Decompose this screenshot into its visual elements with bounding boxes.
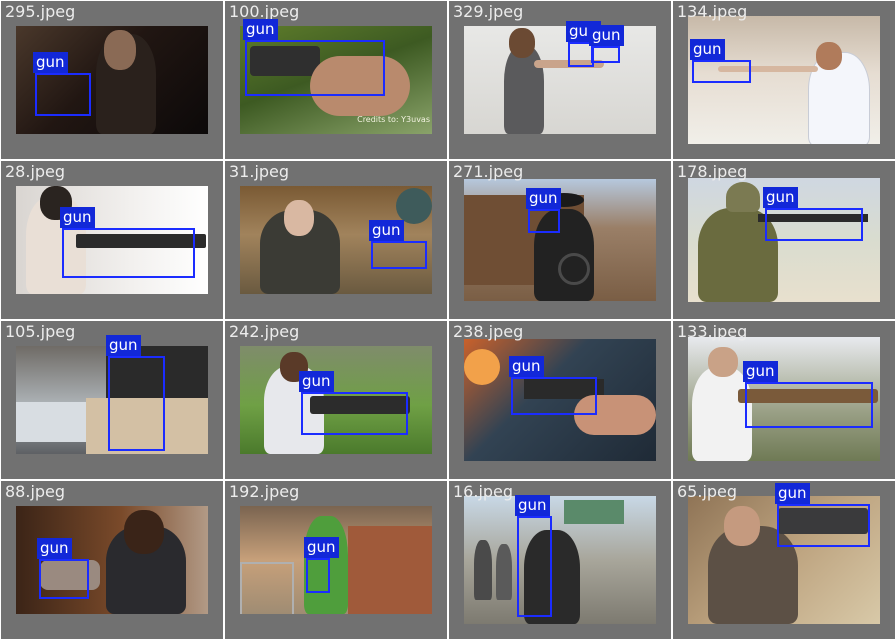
bounding-box <box>108 356 165 451</box>
bounding-box <box>568 42 594 67</box>
bounding-box <box>306 558 330 593</box>
file-name: 134.jpeg <box>677 2 748 21</box>
file-name: 88.jpeg <box>5 482 66 501</box>
detection: gun <box>589 25 624 63</box>
file-name: 100.jpeg <box>229 2 300 21</box>
detection: gun <box>299 371 408 435</box>
detection-label: gun <box>743 361 778 382</box>
detection-label: gun <box>37 538 72 559</box>
grid-cell: 88.jpeg gun <box>1 481 223 639</box>
detection-label: gun <box>304 537 339 558</box>
file-name: 65.jpeg <box>677 482 738 501</box>
bounding-box <box>39 559 89 599</box>
detection-label: gun <box>106 335 141 356</box>
grid-cell: 31.jpeg gun <box>225 161 447 319</box>
file-name: 242.jpeg <box>229 322 300 341</box>
detection-label: gun <box>515 495 550 516</box>
file-name: 31.jpeg <box>229 162 290 181</box>
detection: gun <box>37 538 89 599</box>
detection-label: gun <box>763 187 798 208</box>
detection-label: gun <box>775 483 810 504</box>
photo: Credits to: Y3uvas <box>240 26 432 134</box>
photo <box>464 496 656 624</box>
bounding-box <box>528 209 560 233</box>
bounding-box <box>35 73 91 116</box>
grid-cell: 28.jpeg gun <box>1 161 223 319</box>
detection: gun <box>743 361 873 428</box>
detection-label: gun <box>243 19 278 40</box>
detection: gun <box>369 220 427 269</box>
detection: gun <box>33 52 91 116</box>
bounding-box <box>777 504 870 547</box>
grid-cell: 295.jpeg gun <box>1 1 223 159</box>
grid-cell: 238.jpeg gun <box>449 321 671 479</box>
detection-label: gun <box>526 188 561 209</box>
grid-cell: 178.jpeg gun <box>673 161 895 319</box>
grid-cell: 65.jpeg gun <box>673 481 895 639</box>
photo-caption: Credits to: Y3uvas <box>357 115 430 124</box>
file-name: 133.jpeg <box>677 322 748 341</box>
photo <box>464 179 656 301</box>
detection: gun <box>304 537 339 593</box>
bounding-box <box>371 241 427 269</box>
photo <box>240 506 432 614</box>
bounding-box <box>511 377 597 415</box>
file-name: 28.jpeg <box>5 162 66 181</box>
detection: gun <box>690 39 751 83</box>
photo <box>464 339 656 461</box>
file-name: 178.jpeg <box>677 162 748 181</box>
grid-cell: 100.jpeg Credits to: Y3uvas gun <box>225 1 447 159</box>
grid-cell: 16.jpeg gun <box>449 481 671 639</box>
detection: gun <box>526 188 561 233</box>
file-name: 16.jpeg <box>453 482 514 501</box>
detection-label: gun <box>299 371 334 392</box>
detection: gun <box>763 187 863 241</box>
detection: gun <box>509 356 597 415</box>
detection: gun <box>775 483 870 547</box>
photo <box>16 26 208 134</box>
grid-cell: 329.jpeg gun gun <box>449 1 671 159</box>
file-name: 238.jpeg <box>453 322 524 341</box>
file-name: 192.jpeg <box>229 482 300 501</box>
file-name: 105.jpeg <box>5 322 76 341</box>
bounding-box <box>692 60 751 83</box>
detection-label: gun <box>33 52 68 73</box>
file-name: 271.jpeg <box>453 162 524 181</box>
detection-label: gun <box>369 220 404 241</box>
photo <box>688 496 880 624</box>
photo <box>688 337 880 461</box>
photo <box>16 346 208 454</box>
grid-cell: 105.jpeg gun <box>1 321 223 479</box>
bounding-box <box>517 516 552 617</box>
photo <box>688 16 880 144</box>
detection-label: gun <box>690 39 725 60</box>
bounding-box <box>765 208 863 241</box>
detection-label: gun <box>60 207 95 228</box>
bounding-box <box>301 392 408 435</box>
bounding-box <box>62 228 195 278</box>
detection: gun <box>106 335 165 451</box>
grid-cell: 271.jpeg gun <box>449 161 671 319</box>
detection: gun <box>60 207 195 278</box>
photo <box>464 26 656 134</box>
detection-label: gun <box>509 356 544 377</box>
file-name: 295.jpeg <box>5 2 76 21</box>
grid-cell: 134.jpeg gun <box>673 1 895 159</box>
bounding-box <box>245 40 385 96</box>
grid-cell: 192.jpeg gun <box>225 481 447 639</box>
bounding-box <box>591 46 620 63</box>
detection: gun <box>243 19 385 96</box>
bounding-box <box>745 382 873 428</box>
detection: gun <box>515 495 552 617</box>
detection-label: gun <box>589 25 624 46</box>
grid-cell: 133.jpeg gun <box>673 321 895 479</box>
file-name: 329.jpeg <box>453 2 524 21</box>
grid-cell: 242.jpeg gun <box>225 321 447 479</box>
